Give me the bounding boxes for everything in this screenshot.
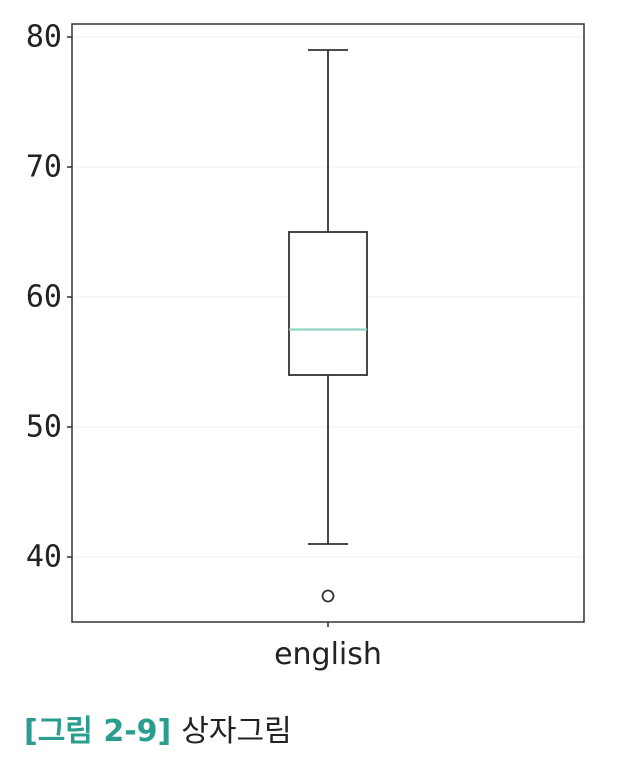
y-tick-label: 60	[26, 280, 62, 315]
x-axis-ticks: english	[274, 622, 382, 672]
boxplot-chart: 40 50 60 70 80 english	[26, 20, 585, 672]
outlier-point	[321, 589, 335, 603]
x-tick-label: english	[274, 637, 382, 672]
y-tick-label: 50	[26, 410, 62, 445]
iqr-box	[288, 231, 368, 376]
y-tick-label: 40	[26, 540, 62, 575]
box-layer	[288, 49, 368, 603]
figure-caption: [그림 2-9] 상자그림	[24, 712, 292, 752]
figure-number: [그림 2-9]	[24, 714, 172, 749]
figure-title: 상자그림	[181, 714, 292, 749]
y-tick-label: 80	[26, 20, 62, 55]
y-tick-label: 70	[26, 150, 62, 185]
y-axis-ticks: 40 50 60 70 80	[26, 20, 72, 575]
